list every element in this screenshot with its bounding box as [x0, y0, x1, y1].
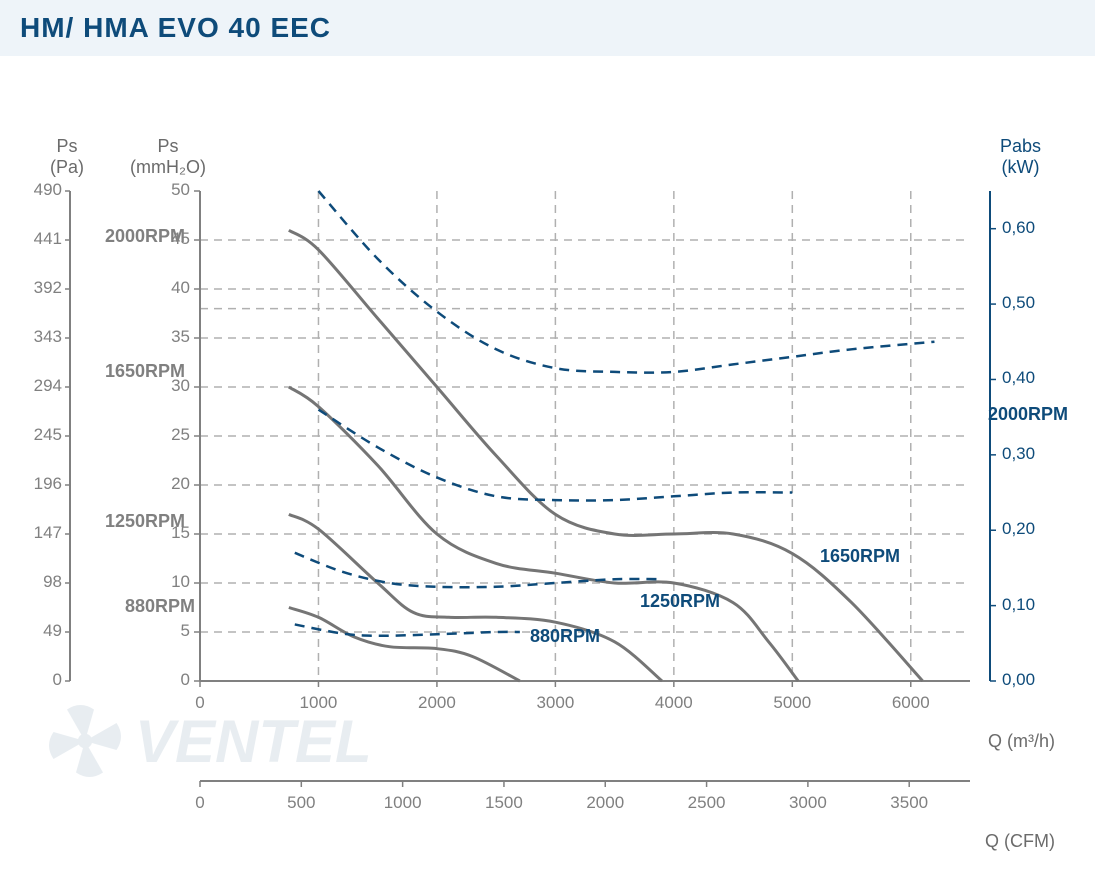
y-tick-pabs: 0,50: [1002, 293, 1035, 313]
y-tick-pa: 245: [12, 425, 62, 445]
y-tick-mmh2o: 0: [150, 670, 190, 690]
x-tick-m3h: 1000: [288, 693, 348, 713]
y-tick-pabs: 0,40: [1002, 368, 1035, 388]
x-tick-m3h: 4000: [644, 693, 704, 713]
x-tick-m3h: 0: [170, 693, 230, 713]
x-tick-cfm: 1000: [373, 793, 433, 813]
x-tick-m3h: 6000: [881, 693, 941, 713]
page-title: HM/ HMA EVO 40 EEC: [20, 12, 1075, 44]
y-tick-pa: 441: [12, 229, 62, 249]
series-label-solid: 1650RPM: [105, 361, 185, 382]
y-tick-mmh2o: 40: [150, 278, 190, 298]
y-tick-pa: 392: [12, 278, 62, 298]
x-tick-m3h: 3000: [525, 693, 585, 713]
series-label-dashed: 880RPM: [530, 626, 600, 647]
y-tick-pabs: 0,30: [1002, 444, 1035, 464]
y-tick-pa: 343: [12, 327, 62, 347]
y-tick-pa: 98: [12, 572, 62, 592]
y-tick-pa: 147: [12, 523, 62, 543]
series-label-dashed: 1250RPM: [640, 591, 720, 612]
x-tick-cfm: 3000: [778, 793, 838, 813]
x-tick-cfm: 0: [170, 793, 230, 813]
y-tick-pabs: 0,20: [1002, 519, 1035, 539]
x-tick-cfm: 500: [271, 793, 331, 813]
x-tick-m3h: 2000: [407, 693, 467, 713]
x-tick-cfm: 1500: [474, 793, 534, 813]
y-tick-pabs: 0,60: [1002, 218, 1035, 238]
x-tick-cfm: 3500: [879, 793, 939, 813]
x-tick-m3h: 5000: [762, 693, 822, 713]
y-tick-pa: 490: [12, 180, 62, 200]
x-tick-cfm: 2000: [575, 793, 635, 813]
y-tick-pa: 196: [12, 474, 62, 494]
x-tick-cfm: 2500: [677, 793, 737, 813]
series-label-dashed: 1650RPM: [820, 546, 900, 567]
series-label-solid: 1250RPM: [105, 511, 185, 532]
series-label-solid: 2000RPM: [105, 226, 185, 247]
y-tick-mmh2o: 5: [150, 621, 190, 641]
y-tick-pa: 0: [12, 670, 62, 690]
y-tick-mmh2o: 50: [150, 180, 190, 200]
y-tick-pa: 294: [12, 376, 62, 396]
y-tick-pabs: 0,10: [1002, 595, 1035, 615]
y-tick-pa: 49: [12, 621, 62, 641]
y-tick-mmh2o: 25: [150, 425, 190, 445]
title-bar: HM/ HMA EVO 40 EEC: [0, 0, 1095, 56]
series-label-dashed: 2000RPM: [988, 404, 1068, 425]
y-tick-mmh2o: 10: [150, 572, 190, 592]
fan-curve-chart: VENTEL Ps (Pa) Ps (mmH₂O) Pabs (kW) Q (m…: [0, 76, 1095, 856]
series-label-solid: 880RPM: [125, 596, 195, 617]
y-tick-mmh2o: 35: [150, 327, 190, 347]
y-tick-pabs: 0,00: [1002, 670, 1035, 690]
y-tick-mmh2o: 20: [150, 474, 190, 494]
